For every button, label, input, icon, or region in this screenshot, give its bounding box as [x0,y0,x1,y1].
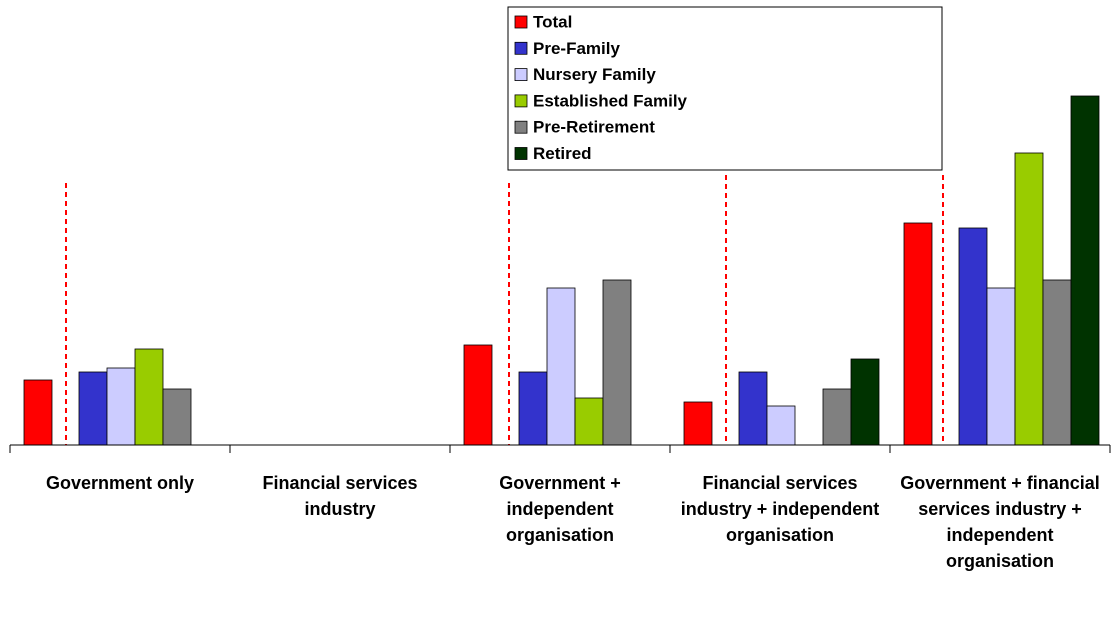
legend-swatch [514,68,528,81]
bar [574,397,604,446]
x-tick-label: Government + financial services industry… [900,473,1100,571]
legend-box [507,6,943,171]
bar [23,379,53,446]
x-tick-label: Financial services industry [262,473,418,519]
bar [1070,95,1100,446]
bar [1042,279,1072,446]
legend-label: Established Family [533,91,688,110]
separators [65,175,944,445]
bar [738,371,768,446]
legend-swatch [514,41,528,55]
bar [162,388,192,446]
bar [463,344,493,446]
bar [1014,152,1044,446]
bar [903,222,933,446]
bar [766,405,796,446]
legend-swatch [514,15,528,29]
legend-label: Retired [533,144,592,163]
legend-swatch [514,120,528,134]
legend-label: Pre-Retirement [533,118,655,137]
x-tick-label: Government + independent organisation [499,473,621,545]
legend-label: Total [533,12,572,31]
legend-swatch [514,147,528,160]
bar [986,287,1016,446]
bar [822,388,852,446]
legend-swatch [514,94,528,108]
x-tick-label: Government only [45,473,195,493]
bar [850,358,880,446]
bar [518,371,548,446]
legend-label: Nursery Family [533,65,656,84]
x-tick-label: Financial services industry + independen… [680,473,880,545]
legend-label: Pre-Family [533,39,620,58]
bar [546,287,576,446]
bar [602,279,632,446]
bar [78,371,108,446]
bar [958,227,988,446]
bar [134,348,164,446]
bar [683,401,713,446]
bar [106,367,136,446]
